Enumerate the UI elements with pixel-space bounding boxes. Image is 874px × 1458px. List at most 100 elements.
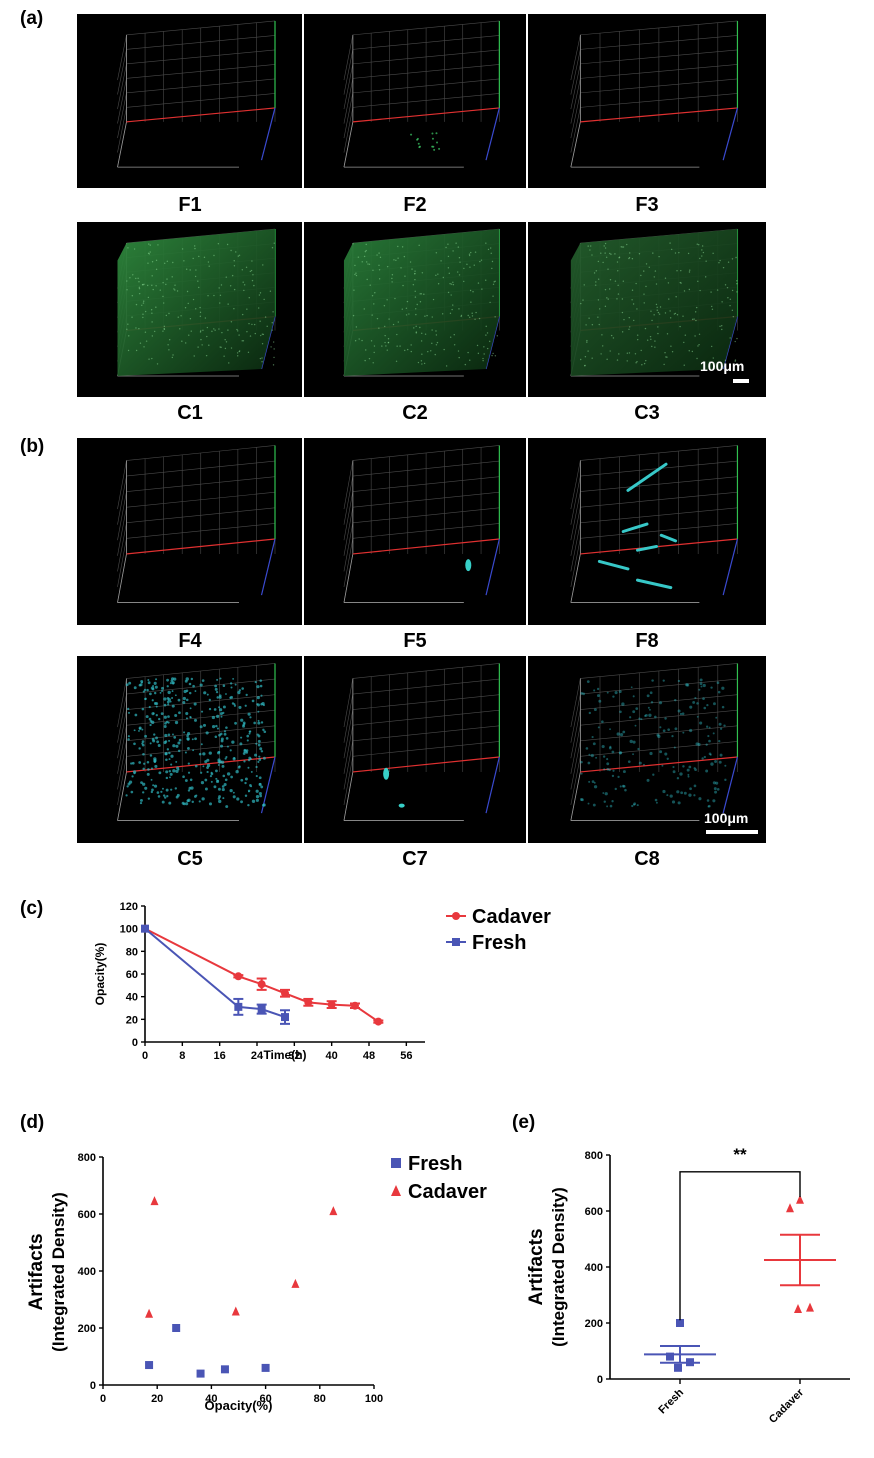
- speckle: [633, 802, 637, 806]
- grid-line: [352, 523, 500, 539]
- speckle: [242, 340, 245, 342]
- speckle: [415, 308, 417, 310]
- speckle: [230, 321, 233, 323]
- speckle: [230, 775, 233, 779]
- speckle: [170, 679, 174, 683]
- data-point: [786, 1203, 794, 1213]
- speckle: [658, 255, 660, 258]
- speckle: [191, 800, 194, 804]
- grid-line: [580, 678, 738, 695]
- speckle: [598, 323, 600, 326]
- speckle: [712, 357, 714, 359]
- speckle: [255, 794, 260, 799]
- speckle: [415, 331, 418, 333]
- speckle: [213, 294, 215, 297]
- speckle: [656, 309, 658, 311]
- speckle: [153, 330, 156, 333]
- speckle: [242, 281, 244, 283]
- speckle: [163, 724, 167, 729]
- speckle: [588, 780, 591, 783]
- data-point: [291, 1278, 300, 1288]
- speckle: [249, 716, 252, 719]
- speckle: [186, 734, 189, 738]
- speckle: [253, 284, 255, 287]
- speckle: [609, 279, 612, 281]
- speckle: [610, 334, 613, 337]
- speckle: [411, 268, 413, 270]
- speckle: [718, 722, 722, 726]
- cube-edge: [117, 121, 127, 168]
- speckle: [404, 349, 406, 352]
- grid-line: [117, 725, 127, 774]
- speckle: [378, 278, 381, 280]
- speckle: [721, 328, 723, 331]
- speckle: [373, 345, 376, 347]
- speckle: [192, 749, 195, 752]
- grid-line: [126, 507, 276, 524]
- speckle: [717, 690, 721, 694]
- speckle: [248, 322, 250, 325]
- speckle: [130, 762, 133, 765]
- speckle: [227, 329, 229, 331]
- speckle: [721, 325, 723, 327]
- speckle: [588, 711, 592, 715]
- caption-f2: F2: [403, 194, 427, 216]
- speckle: [127, 738, 130, 741]
- speckle: [165, 776, 169, 780]
- speckle: [457, 350, 460, 352]
- grid-line: [352, 741, 500, 757]
- speckle: [251, 699, 255, 703]
- speckle: [699, 257, 701, 260]
- speckle: [712, 732, 715, 735]
- tissue-volume: [570, 229, 738, 376]
- speckle: [189, 269, 191, 271]
- grid-line: [343, 63, 354, 110]
- speckle: [173, 736, 177, 739]
- speckle: [682, 731, 685, 734]
- speckle: [209, 775, 213, 778]
- speckle: [707, 805, 710, 808]
- speckle: [172, 354, 174, 356]
- speckle: [210, 772, 214, 776]
- speckle: [354, 264, 356, 267]
- grid-line: [352, 663, 500, 679]
- speckle: [608, 288, 611, 290]
- speckle: [458, 274, 461, 276]
- speckle: [410, 133, 413, 136]
- speckle: [251, 260, 253, 262]
- speckle: [653, 314, 655, 316]
- speckle: [640, 274, 642, 277]
- speckle: [715, 781, 719, 785]
- speckle: [272, 311, 274, 313]
- speckle: [463, 267, 465, 270]
- speckle: [185, 802, 189, 806]
- grid-line: [117, 475, 127, 525]
- speckle: [143, 346, 145, 348]
- x-axis-red: [580, 107, 738, 123]
- speckle: [218, 706, 221, 709]
- speckle: [246, 330, 248, 333]
- speckle: [470, 251, 472, 254]
- speckle: [583, 284, 585, 286]
- y-tick-label: 0: [132, 1037, 138, 1049]
- speckle: [262, 728, 265, 732]
- speckle: [384, 334, 386, 337]
- speckle: [358, 338, 360, 340]
- speckle: [435, 334, 438, 336]
- caption-c5: C5: [177, 848, 203, 870]
- speckle: [433, 148, 436, 151]
- caption-f8: F8: [635, 630, 659, 652]
- grid-line: [343, 491, 354, 541]
- speckle: [160, 712, 164, 716]
- speckle: [199, 683, 203, 687]
- speckle: [266, 325, 268, 328]
- speckle: [373, 351, 375, 354]
- grid-line: [352, 678, 500, 695]
- speckle: [151, 335, 154, 337]
- speckle: [388, 318, 390, 320]
- speckle: [645, 285, 647, 288]
- speckle: [167, 721, 170, 724]
- speckle: [142, 791, 145, 794]
- scalebar-label-b: 100μm: [704, 810, 749, 826]
- speckle: [671, 735, 674, 738]
